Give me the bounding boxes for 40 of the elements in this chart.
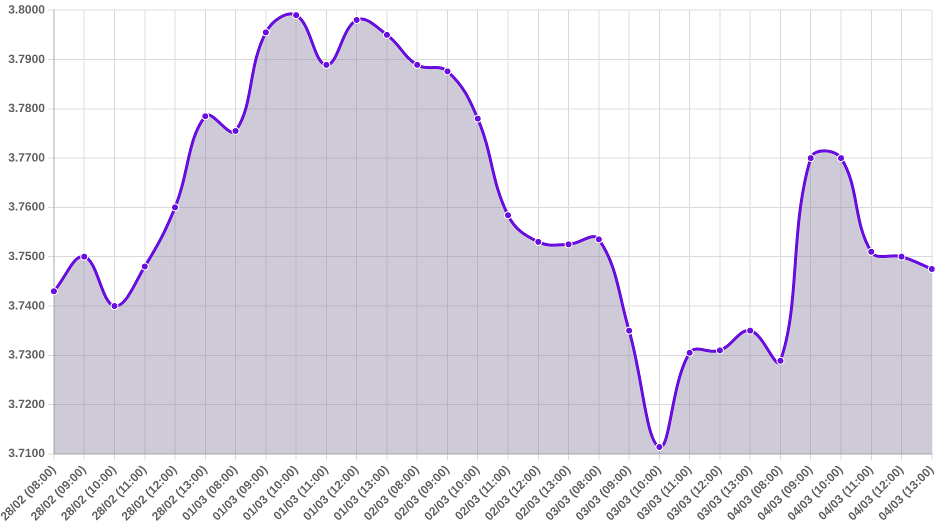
point <box>322 60 330 69</box>
point <box>292 11 300 20</box>
point <box>352 16 361 24</box>
y-tick-label: 3.7300 <box>8 348 46 362</box>
point <box>504 211 512 220</box>
point <box>746 326 754 335</box>
point <box>110 302 118 310</box>
point <box>806 154 815 162</box>
point <box>262 28 270 36</box>
point <box>474 114 482 123</box>
point <box>928 265 936 274</box>
y-tick-label: 3.8000 <box>8 2 46 17</box>
y-tick-label: 3.7900 <box>8 52 46 66</box>
y-tick-label: 3.7100 <box>8 446 46 460</box>
point <box>898 252 906 261</box>
point <box>564 240 573 248</box>
point <box>867 248 876 256</box>
point <box>413 60 422 69</box>
point <box>140 262 149 271</box>
point <box>171 203 180 212</box>
y-tick-label: 3.7800 <box>8 101 46 116</box>
y-tick-label: 3.7500 <box>8 248 46 263</box>
point <box>50 287 58 296</box>
point <box>201 112 210 120</box>
point <box>655 442 664 451</box>
point <box>716 346 724 354</box>
y-tick-label: 3.7600 <box>8 200 46 214</box>
point <box>80 252 88 261</box>
point <box>534 238 542 246</box>
point <box>837 154 846 162</box>
y-tick-label: 3.7400 <box>8 298 46 312</box>
y-tick-label: 3.7700 <box>8 150 46 164</box>
point <box>686 348 694 357</box>
point <box>232 126 240 135</box>
point <box>382 30 391 39</box>
point <box>594 235 603 244</box>
point <box>625 326 634 335</box>
y-tick-label: 3.7200 <box>8 396 46 411</box>
point <box>776 356 784 365</box>
point <box>443 67 452 76</box>
